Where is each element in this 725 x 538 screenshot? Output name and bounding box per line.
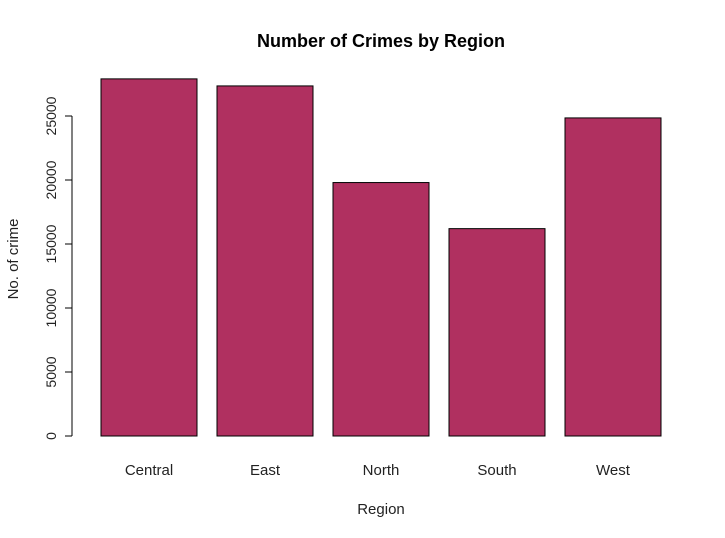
x-category-labels: Central East North South West [125,462,631,479]
y-tick-label: 5000 [43,356,59,387]
y-tick-label: 15000 [43,224,59,263]
y-axis: 0 5000 10000 15000 20000 25000 [43,96,73,440]
y-tick-label: 10000 [43,288,59,327]
x-category-label: East [250,462,281,479]
y-tick-label: 20000 [43,160,59,199]
bar-north [332,182,430,437]
bar-central [100,78,198,437]
x-category-label: South [477,462,516,479]
bar-east [216,85,314,437]
bar-south [448,228,546,437]
y-axis-label: No. of crime [5,219,22,300]
bars [100,78,662,437]
y-tick-label: 25000 [43,96,59,135]
x-category-label: West [596,462,631,479]
chart-title: Number of Crimes by Region [257,31,505,51]
x-category-label: Central [125,462,173,479]
x-axis-label: Region [357,501,405,518]
bar-west [564,117,662,437]
x-category-label: North [363,462,400,479]
y-tick-label: 0 [43,432,59,440]
